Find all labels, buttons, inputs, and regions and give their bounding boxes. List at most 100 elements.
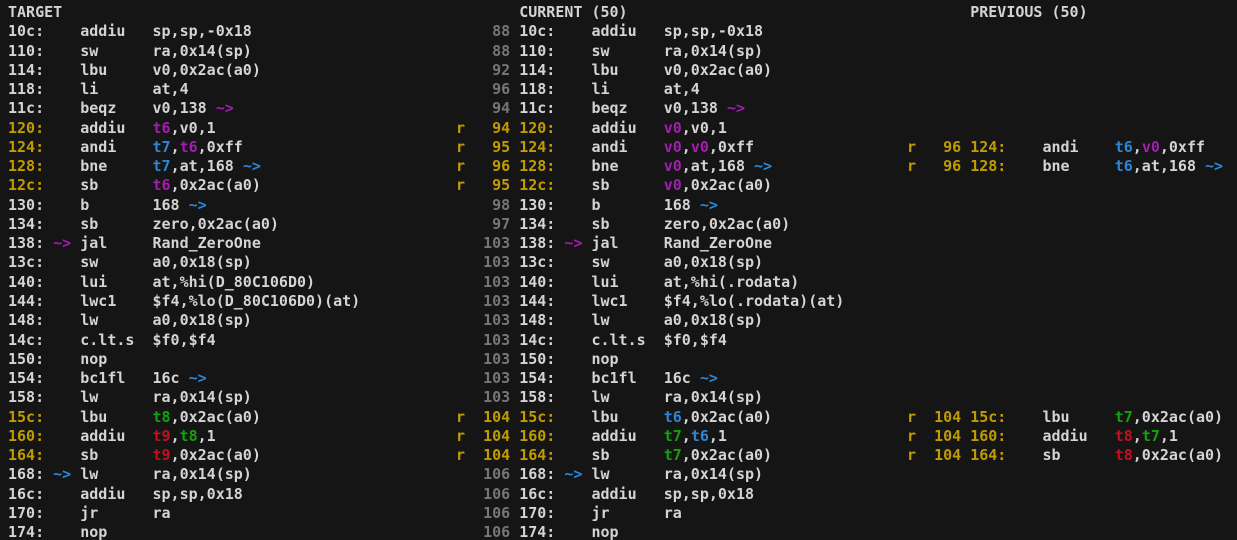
current-column: CURRENT (50) 88 10c: addiu sp,sp,-0x18 8… bbox=[456, 3, 844, 540]
asm-segment: 118: li at,4 bbox=[8, 80, 189, 99]
asm-row bbox=[907, 292, 1223, 311]
asm-row: 144: lwc1 $f4,%lo(D_80C106D0)(at) bbox=[8, 292, 360, 311]
asm-row bbox=[907, 196, 1223, 215]
asm-segment: 13c: sw a0,0x18(sp) bbox=[8, 253, 252, 272]
asm-segment: 94 bbox=[456, 99, 520, 118]
asm-row: 92 114: lbu v0,0x2ac(a0) bbox=[456, 61, 844, 80]
asm-segment: r 104 15c: bbox=[456, 407, 556, 426]
asm-segment: 13c: sw a0,0x18(sp) bbox=[519, 253, 764, 272]
asm-row: 94 11c: beqz v0,138 ~> bbox=[456, 99, 844, 118]
asm-segment: lbu bbox=[555, 407, 664, 426]
asm-segment: t9 bbox=[152, 426, 171, 445]
asm-row: r 95 12c: sb v0,0x2ac(a0) bbox=[456, 176, 844, 195]
asm-row: 174: nop bbox=[8, 523, 360, 540]
asm-segment: ,1 bbox=[1159, 426, 1178, 445]
asm-row bbox=[907, 388, 1223, 407]
asm-row bbox=[907, 311, 1223, 330]
asm-segment: ,0x2ac(a0) bbox=[170, 407, 261, 426]
current-column-header: CURRENT (50) bbox=[519, 3, 628, 21]
asm-segment: 16c: addiu sp,sp,0x18 bbox=[519, 484, 755, 503]
asm-row: 106 16c: addiu sp,sp,0x18 bbox=[456, 485, 844, 504]
asm-segment: r 104 15c: bbox=[907, 407, 1007, 426]
asm-segment: t7 bbox=[1114, 407, 1133, 426]
asm-segment: r 104 160: bbox=[907, 426, 1007, 445]
asm-row: 103 158: lw ra,0x14(sp) bbox=[456, 388, 844, 407]
asm-row: 168: ~> lw ra,0x14(sp) bbox=[8, 465, 360, 484]
asm-segment: , bbox=[681, 137, 691, 156]
asm-segment: t7 bbox=[663, 426, 682, 445]
asm-segment: bne bbox=[44, 157, 153, 176]
asm-segment: 14c: c.lt.s $f0,$f4 bbox=[8, 330, 216, 349]
asm-segment: addiu bbox=[1006, 426, 1115, 445]
asm-row bbox=[907, 119, 1223, 138]
asm-segment: 106 bbox=[456, 503, 520, 522]
asm-segment: 103 bbox=[456, 330, 520, 349]
asm-segment: 110: sw ra,0x14(sp) bbox=[8, 41, 252, 60]
asm-row: 11c: beqz v0,138 ~> bbox=[8, 99, 360, 118]
asm-segment: 144: lwc1 $f4,%lo(.rodata)(at) bbox=[519, 291, 845, 310]
previous-column-header: PREVIOUS (50) bbox=[970, 3, 1088, 21]
target-column-rows: 10c: addiu sp,sp,-0x18 110: sw ra,0x14(sp… bbox=[8, 22, 360, 540]
asm-row: r 104 160: addiu t8,t7,1 bbox=[907, 427, 1223, 446]
asm-segment: ~> bbox=[188, 369, 207, 388]
asm-segment: 98 bbox=[456, 195, 520, 214]
asm-segment: ,0x2ac(a0) bbox=[681, 446, 773, 465]
asm-segment: 103 bbox=[456, 234, 520, 253]
asm-segment: 154: bc1fl 16c bbox=[8, 369, 189, 388]
asm-segment: t9 bbox=[152, 446, 171, 465]
asm-row bbox=[907, 80, 1223, 99]
asm-segment: 170: jr ra bbox=[519, 503, 682, 522]
asm-row: r 96 128: bne t6,at,168 ~> bbox=[907, 157, 1223, 176]
asm-row: 128: bne t7,at,168 ~> bbox=[8, 157, 360, 176]
asm-segment: t6 bbox=[690, 426, 709, 445]
asm-segment: sb bbox=[1006, 446, 1115, 465]
asm-segment: ~> bbox=[564, 234, 583, 253]
asm-row: 98 130: b 168 ~> bbox=[456, 196, 844, 215]
asm-segment: 118: li at,4 bbox=[519, 80, 700, 99]
asm-segment: andi bbox=[44, 137, 153, 156]
asm-segment: ,0x2ac(a0) bbox=[1132, 446, 1224, 465]
asm-segment: t6 bbox=[152, 118, 171, 137]
asm-segment: addiu bbox=[44, 426, 153, 445]
asm-row: r 104 15c: lbu t6,0x2ac(a0) bbox=[456, 408, 844, 427]
asm-row: 15c: lbu t8,0x2ac(a0) bbox=[8, 408, 360, 427]
asm-segment: ~> bbox=[564, 465, 583, 484]
asm-segment: sb bbox=[44, 446, 153, 465]
asm-segment: ~> bbox=[699, 369, 718, 388]
asm-segment: , bbox=[1132, 426, 1142, 445]
asm-segment: 158: lw ra,0x14(sp) bbox=[519, 388, 764, 407]
asm-segment: r 104 164: bbox=[456, 446, 556, 465]
asm-segment: v0 bbox=[663, 137, 682, 156]
asm-row bbox=[907, 176, 1223, 195]
asm-segment: 11c: beqz v0,138 bbox=[8, 99, 216, 118]
asm-row: 120: addiu t6,v0,1 bbox=[8, 119, 360, 138]
asm-segment: 11c: beqz v0,138 bbox=[519, 99, 727, 118]
asm-segment: ~> bbox=[188, 195, 207, 214]
asm-segment: 138: bbox=[8, 234, 54, 253]
asm-segment: t8 bbox=[1114, 446, 1133, 465]
asm-segment: 14c: c.lt.s $f0,$f4 bbox=[519, 330, 727, 349]
asm-segment: sb bbox=[44, 176, 153, 195]
asm-segment: 96 bbox=[456, 80, 520, 99]
asm-segment: 138: bbox=[519, 234, 565, 253]
target-column: TARGET 10c: addiu sp,sp,-0x18 110: sw ra,… bbox=[8, 3, 360, 540]
asm-row: 103 150: nop bbox=[456, 350, 844, 369]
asm-segment: 103 bbox=[456, 291, 520, 310]
asm-row bbox=[907, 22, 1223, 41]
asm-row: 12c: sb t6,0x2ac(a0) bbox=[8, 176, 360, 195]
asm-segment: 174: nop bbox=[519, 523, 619, 540]
asm-row: r 96 124: andi t6,v0,0xff bbox=[907, 138, 1223, 157]
asm-segment: ,0x2ac(a0) bbox=[681, 176, 773, 195]
asm-row: 103 140: lui at,%hi(.rodata) bbox=[456, 273, 844, 292]
asm-segment: 170: jr ra bbox=[8, 503, 171, 522]
current-column-rows: 88 10c: addiu sp,sp,-0x18 88 110: sw ra,… bbox=[456, 22, 844, 540]
asm-segment: v0 bbox=[1141, 137, 1160, 156]
asm-segment: ,0x2ac(a0) bbox=[170, 446, 261, 465]
asm-row: 103 13c: sw a0,0x18(sp) bbox=[456, 253, 844, 272]
asm-segment: 103 bbox=[456, 349, 520, 368]
asm-row: 164: sb t9,0x2ac(a0) bbox=[8, 446, 360, 465]
asm-row: 16c: addiu sp,sp,0x18 bbox=[8, 485, 360, 504]
asm-row bbox=[907, 234, 1223, 253]
asm-segment: ~> bbox=[726, 99, 745, 118]
asm-row: 103 148: lw a0,0x18(sp) bbox=[456, 311, 844, 330]
